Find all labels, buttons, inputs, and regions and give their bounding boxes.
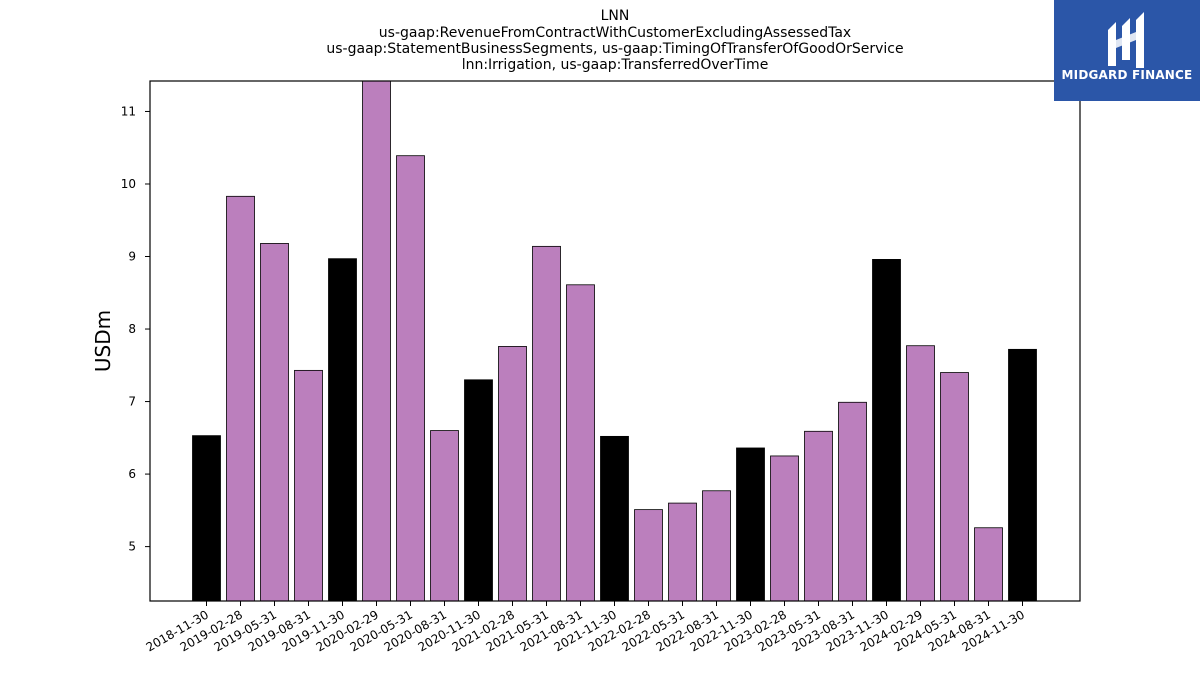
y-tick-label: 5 <box>128 540 136 554</box>
bars-group <box>192 80 1037 602</box>
y-axis: 5 6 7 8 9 10 11 <box>121 104 150 554</box>
y-axis-label: USDm <box>91 310 115 372</box>
bar-2020-02-29 <box>362 80 391 602</box>
bar-2024-05-31 <box>940 372 969 602</box>
bar-2019-02-28 <box>226 195 255 602</box>
bar-2021-02-28 <box>498 346 527 602</box>
y-tick-label: 11 <box>121 104 136 118</box>
bar-2019-05-31 <box>260 243 289 602</box>
logo-text: MIDGARD FINANCE <box>1061 68 1193 82</box>
bar-2018-11-30 <box>192 435 221 602</box>
bar-2021-11-30 <box>600 435 629 602</box>
bar-2020-08-31 <box>430 430 459 602</box>
y-tick-label: 7 <box>128 395 136 409</box>
x-axis: 2018-11-302019-02-282019-05-312019-08-31… <box>144 601 1027 654</box>
bar-2022-11-30 <box>736 447 765 602</box>
bar-2019-08-31 <box>294 369 323 602</box>
y-tick-label: 10 <box>121 177 136 191</box>
chart-title-line-3: us-gaap:StatementBusinessSegments, us-ga… <box>326 41 903 57</box>
bar-2022-05-31 <box>668 502 697 602</box>
chart-title-line-1: LNN <box>601 8 630 24</box>
y-tick-label: 8 <box>128 322 136 336</box>
bar-2020-11-30 <box>464 379 493 602</box>
bar-2021-08-31 <box>566 284 595 602</box>
bar-2024-11-30 <box>1008 348 1037 602</box>
midgard-logo-icon <box>1108 12 1144 68</box>
plot-area-frame <box>149 80 1081 602</box>
bar-2022-08-31 <box>702 490 731 602</box>
bar-2020-05-31 <box>396 155 425 602</box>
y-tick-label: 9 <box>128 250 136 264</box>
y-tick-label: 6 <box>128 467 136 481</box>
bar-2023-11-30 <box>872 259 901 602</box>
bar-2019-11-30 <box>328 258 357 602</box>
chart-title-line-2: us-gaap:RevenueFromContractWithCustomerE… <box>379 25 851 41</box>
bar-2023-05-31 <box>804 430 833 602</box>
bar-2022-02-28 <box>634 509 663 602</box>
chart-title: LNN us-gaap:RevenueFromContractWithCusto… <box>326 8 903 73</box>
bar-2024-02-29 <box>906 345 935 602</box>
midgard-finance-logo: MIDGARD FINANCE <box>1054 0 1200 101</box>
bar-2021-05-31 <box>532 245 561 602</box>
bar-2024-08-31 <box>974 527 1003 602</box>
bar-2023-08-31 <box>838 401 867 602</box>
bar-2023-02-28 <box>770 455 799 602</box>
chart-title-line-4: lnn:Irrigation, us-gaap:TransferredOverT… <box>462 57 769 73</box>
